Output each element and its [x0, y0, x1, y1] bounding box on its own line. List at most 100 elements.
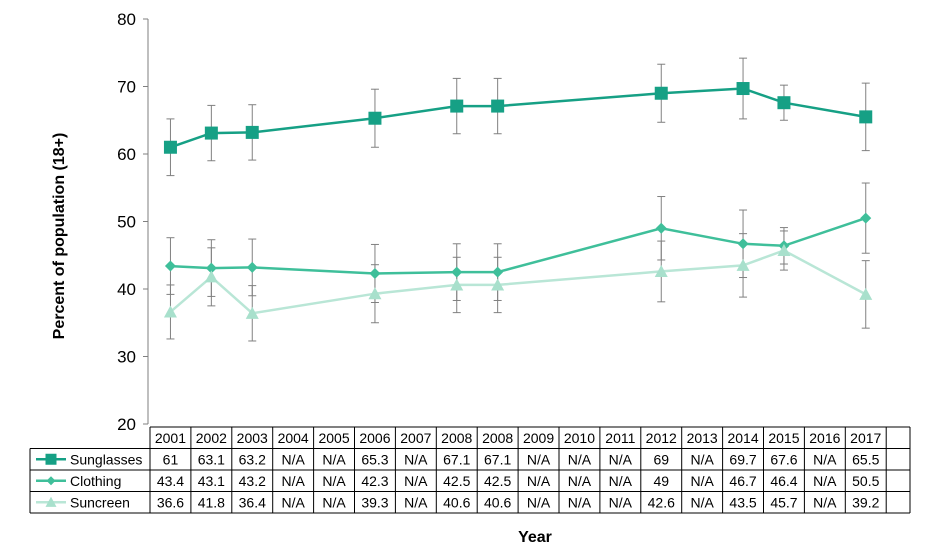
x-tick-label: 2004 [278, 430, 309, 446]
data-label: 61 [163, 451, 179, 467]
data-label: N/A [404, 473, 428, 489]
x-tick-label: 2013 [687, 430, 718, 446]
legend-marker-sunglasses [45, 453, 57, 465]
data-point-suncreen [163, 305, 177, 318]
data-point-sunglasses [450, 99, 464, 113]
data-label: N/A [568, 473, 592, 489]
data-label: 40.6 [484, 494, 511, 510]
data-label: N/A [527, 451, 551, 467]
data-point-suncreen [491, 278, 505, 291]
data-point-suncreen [736, 258, 750, 271]
y-tick-label: 30 [117, 348, 136, 367]
legend-label: Sunglasses [70, 451, 142, 467]
data-point-sunglasses [491, 99, 505, 113]
data-label: 67.1 [443, 451, 470, 467]
data-label: N/A [322, 494, 346, 510]
data-label: 39.2 [852, 494, 879, 510]
data-point-sunglasses [859, 110, 873, 124]
series-line-clothing [170, 216, 867, 275]
data-label: 42.3 [361, 473, 388, 489]
y-tick-label: 70 [117, 78, 136, 97]
data-point-clothing [164, 260, 176, 272]
data-label: N/A [404, 494, 428, 510]
data-label: 41.8 [198, 494, 225, 510]
data-label: N/A [527, 494, 551, 510]
data-label: 43.1 [198, 473, 225, 489]
y-tick-label: 60 [117, 145, 136, 164]
data-point-sunglasses [654, 86, 668, 100]
data-label: 67.1 [484, 451, 511, 467]
x-tick-label: 2014 [727, 430, 758, 446]
data-label: 42.5 [443, 473, 470, 489]
data-label: N/A [690, 451, 714, 467]
x-tick-label: 2002 [196, 430, 227, 446]
data-point-sunglasses [204, 126, 218, 140]
x-tick-label: 2015 [768, 430, 799, 446]
legend-marker-suncreen [45, 496, 57, 507]
data-label: 43.5 [729, 494, 756, 510]
data-label: 46.7 [729, 473, 756, 489]
x-axis-title: Year [518, 529, 552, 546]
data-label: N/A [527, 473, 551, 489]
y-tick-label: 40 [117, 280, 136, 299]
data-point-suncreen [368, 287, 382, 300]
data-label: 42.6 [648, 494, 675, 510]
data-label: 36.4 [239, 494, 266, 510]
y-axis: 20 30 40 50 60 70 80 [117, 10, 149, 434]
x-tick-label: 2017 [850, 430, 881, 446]
data-label: N/A [568, 451, 592, 467]
data-label: N/A [813, 473, 837, 489]
data-label: N/A [813, 451, 837, 467]
x-tick-label: 2008 [441, 430, 472, 446]
data-point-sunglasses [245, 125, 259, 139]
data-label: 45.7 [770, 494, 797, 510]
data-label: 49 [653, 473, 669, 489]
data-label: N/A [690, 473, 714, 489]
x-tick-label: 2012 [646, 430, 677, 446]
data-point-clothing [369, 267, 381, 279]
x-tick-label: 2011 [605, 430, 635, 446]
x-tick-label: 2005 [318, 430, 349, 446]
legend-label: Suncreen [70, 494, 130, 510]
data-label: 43.4 [157, 473, 184, 489]
data-label: 63.1 [198, 451, 225, 467]
x-tick-label: 2008 [482, 430, 513, 446]
data-label: 69.7 [729, 451, 756, 467]
data-point-sunglasses [368, 111, 382, 125]
data-point-clothing [246, 261, 258, 273]
data-label: 69 [653, 451, 669, 467]
data-table: 2001 2002 2003 2004 2005 2006 2007 2008 2008 2009… [29, 426, 911, 514]
data-point-clothing [205, 262, 217, 274]
series-lines [169, 87, 867, 315]
data-label: 65.3 [361, 451, 388, 467]
data-label: 36.6 [157, 494, 184, 510]
y-tick-label: 50 [117, 213, 136, 232]
x-tick-label: 2010 [564, 430, 595, 446]
data-label: N/A [404, 451, 428, 467]
data-label: 43.2 [239, 473, 266, 489]
x-tick-label: 2006 [359, 430, 390, 446]
y-tick-label: 80 [117, 10, 136, 29]
data-point-suncreen [245, 306, 259, 319]
data-label: 67.6 [770, 451, 797, 467]
data-label: N/A [609, 494, 633, 510]
data-point-suncreen [204, 270, 218, 283]
legend-label: Clothing [70, 473, 121, 489]
data-label: N/A [322, 451, 346, 467]
data-label: N/A [813, 494, 837, 510]
x-tick-label: 2001 [155, 430, 186, 446]
data-label: N/A [609, 451, 633, 467]
data-label: 63.2 [239, 451, 266, 467]
data-label: 50.5 [852, 473, 879, 489]
data-point-sunglasses [736, 82, 750, 96]
data-label: N/A [281, 451, 305, 467]
legend-marker-clothing [46, 476, 56, 486]
data-point-sunglasses [777, 96, 791, 110]
data-point-clothing [860, 212, 872, 224]
data-label: 42.5 [484, 473, 511, 489]
data-point-clothing [655, 222, 667, 234]
x-tick-label: 2007 [400, 430, 431, 446]
data-label: N/A [690, 494, 714, 510]
x-tick-label: 2016 [809, 430, 840, 446]
x-tick-label: 2003 [237, 430, 268, 446]
